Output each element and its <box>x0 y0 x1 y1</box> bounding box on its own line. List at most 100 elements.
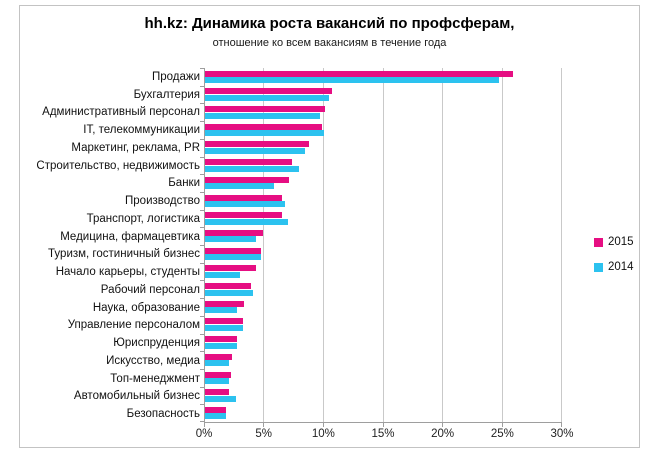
y-axis-tick <box>200 404 205 406</box>
y-axis-tick <box>200 138 205 140</box>
legend-item-2015: 2015 <box>594 236 634 248</box>
bar-2014 <box>205 360 229 367</box>
bar-2015 <box>205 229 264 236</box>
category-label: Безопасность <box>126 408 200 421</box>
x-axis-tick <box>501 422 503 427</box>
bar-2015 <box>205 159 292 166</box>
y-axis-tick <box>200 103 205 105</box>
category-label: Транспорт, логистика <box>86 212 200 225</box>
category-label: Топ-менеджмент <box>110 372 200 385</box>
gridline-5 <box>263 68 265 422</box>
category-label: Бухгалтерия <box>133 88 200 101</box>
y-axis-tick <box>200 315 205 317</box>
chart-frame: hh.kz: Динамика роста вакансий по профсф… <box>19 5 640 448</box>
bar-2014 <box>205 201 285 208</box>
category-label: Маркетинг, реклама, PR <box>71 141 200 154</box>
x-axis-tick <box>322 422 324 427</box>
bar-row <box>205 227 562 245</box>
bar-2015 <box>205 123 322 130</box>
bar-2015 <box>205 318 244 325</box>
x-axis-tick <box>204 422 205 427</box>
bar-2014 <box>205 165 299 172</box>
bar-2014 <box>205 289 253 296</box>
x-axis-tick <box>263 422 265 427</box>
bar-row <box>205 280 562 298</box>
bar-2015 <box>205 141 309 148</box>
legend-swatch-2015-icon <box>594 237 603 247</box>
legend: 2015 2014 <box>594 236 634 273</box>
bar-2014 <box>205 413 227 420</box>
x-tick-label: 25% <box>490 428 514 440</box>
category-label: Рабочий персонал <box>100 283 200 296</box>
y-axis-tick <box>200 368 205 370</box>
category-label: Управление персоналом <box>67 319 200 332</box>
legend-item-2014: 2014 <box>594 261 634 273</box>
bar-2014 <box>205 94 329 101</box>
bar-2014 <box>205 395 236 402</box>
y-axis-tick <box>200 280 205 282</box>
bar-2014 <box>205 378 229 385</box>
bar-2015 <box>205 353 233 360</box>
category-label: Производство <box>125 195 200 208</box>
category-label: Искусство, медиа <box>106 354 200 367</box>
bar-row <box>205 334 562 352</box>
legend-swatch-2014-icon <box>594 262 603 272</box>
chart-title: hh.kz: Динамика роста вакансий по профсф… <box>144 15 515 32</box>
bar-row <box>205 263 562 281</box>
bar-2015 <box>205 176 290 183</box>
category-label: Строительство, недвижимость <box>36 159 200 172</box>
y-axis-tick <box>200 351 205 353</box>
y-axis-tick <box>200 121 205 123</box>
bar-row <box>205 121 562 139</box>
gridline-20 <box>441 68 443 422</box>
category-label: Медицина, фармацевтика <box>60 230 200 243</box>
bar-2015 <box>205 265 257 272</box>
x-axis-tick <box>382 422 384 427</box>
plot-area <box>200 68 562 427</box>
value-axis-labels: 0% 5% 10% 15% 20% 25% 30% <box>196 428 574 442</box>
bar-2015 <box>205 389 229 396</box>
bar-2015 <box>205 212 283 219</box>
bar-row <box>205 192 562 210</box>
bar-row <box>205 86 562 104</box>
bar-row <box>205 298 562 316</box>
chart-subtitle: отношение ко всем вакансиям в течение го… <box>212 37 447 49</box>
category-label: IT, телекоммуникации <box>83 124 200 137</box>
bar-2014 <box>205 271 240 278</box>
bar-2015 <box>205 406 227 413</box>
category-label: Наука, образование <box>92 301 200 314</box>
y-axis-tick <box>200 174 205 176</box>
legend-label-2015: 2015 <box>608 236 634 248</box>
x-axis-tick <box>441 422 443 427</box>
bar-row <box>205 174 562 192</box>
category-label: Туризм, гостиничный бизнес <box>48 248 200 261</box>
bar-2014 <box>205 324 244 331</box>
bar-row <box>205 369 562 387</box>
x-tick-label: 15% <box>371 428 395 440</box>
x-tick-label: 10% <box>311 428 335 440</box>
bar-row <box>205 387 562 405</box>
bar-2015 <box>205 283 252 290</box>
x-tick-label: 5% <box>255 428 272 440</box>
x-tick-label: 20% <box>431 428 455 440</box>
y-axis-tick <box>200 421 205 422</box>
category-axis-labels: Продажи Бухгалтерия Административный персо… <box>26 68 200 423</box>
legend-label-2014: 2014 <box>608 261 634 273</box>
y-axis-tick <box>200 245 205 246</box>
gridline-30 <box>561 68 562 422</box>
y-axis-tick <box>200 209 205 211</box>
bar-2015 <box>205 247 261 254</box>
category-label: Юриспруденция <box>113 337 200 350</box>
bar-row <box>205 103 562 121</box>
bar-2014 <box>205 254 261 261</box>
bar-2015 <box>205 300 245 307</box>
gridline-25 <box>501 68 503 422</box>
bar-2014 <box>205 77 499 84</box>
bar-row <box>205 404 562 422</box>
y-axis-tick <box>200 85 205 87</box>
bar-row <box>205 139 562 157</box>
category-label: Начало карьеры, студенты <box>55 266 200 279</box>
bar-2014 <box>205 183 275 190</box>
bar-2014 <box>205 342 238 349</box>
bar-row <box>205 68 562 86</box>
